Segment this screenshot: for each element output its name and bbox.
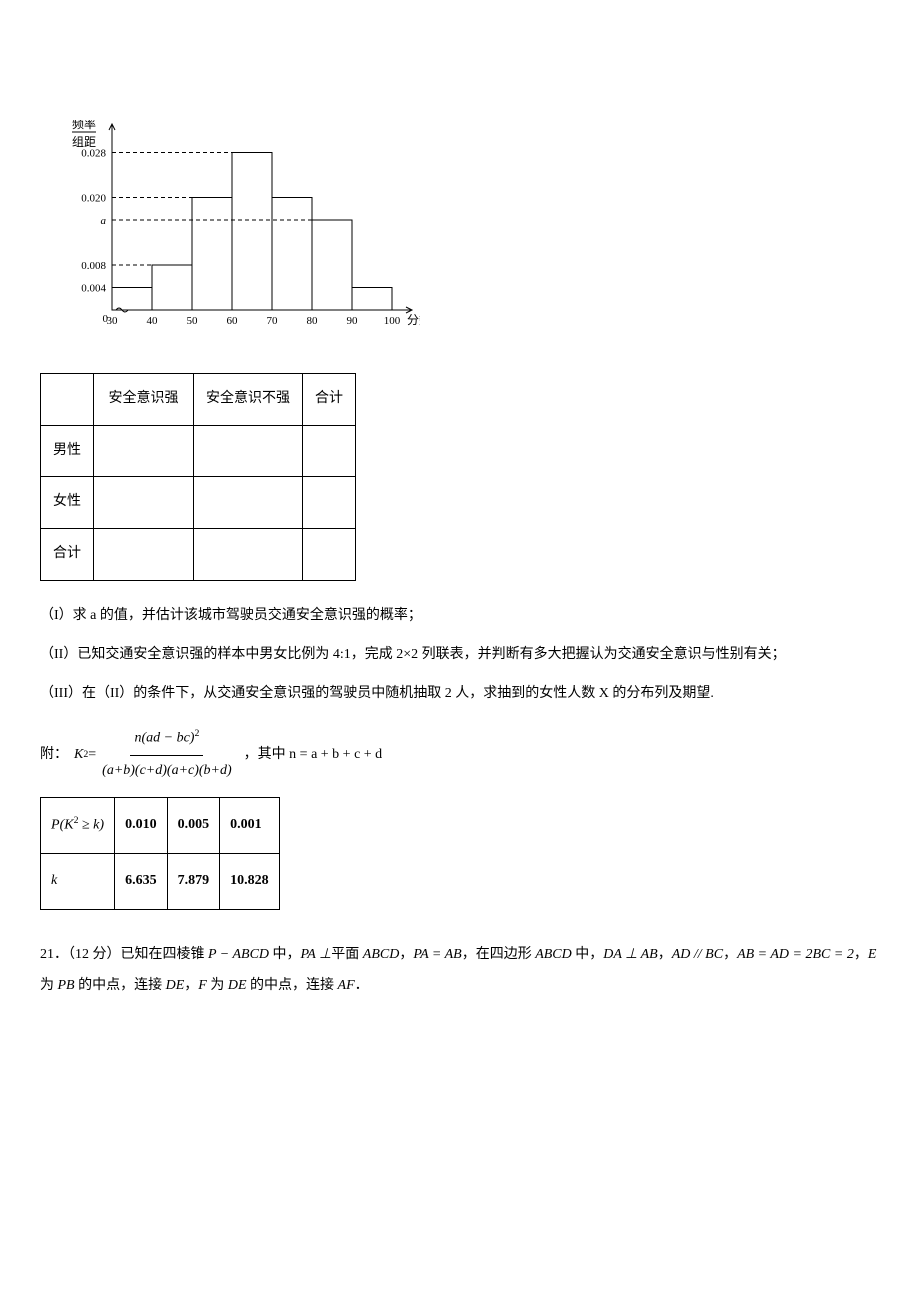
chi-square-formula: K2 = n(ad − bc)2 (a+b)(c+d)(a+c)(b+d) — [74, 723, 238, 786]
svg-text:分数: 分数 — [407, 312, 420, 327]
formula-line: 附： K2 = n(ad − bc)2 (a+b)(c+d)(a+c)(b+d)… — [40, 723, 880, 786]
blank-cell — [41, 373, 94, 425]
svg-text:40: 40 — [147, 315, 159, 327]
col-strong: 安全意识强 — [94, 373, 194, 425]
row-female: 女性 — [41, 477, 94, 529]
svg-text:30: 30 — [107, 315, 119, 327]
row-total: 合计 — [41, 529, 94, 581]
svg-text:0: 0 — [103, 313, 109, 325]
chi-p-val: 0.001 — [220, 797, 280, 853]
table-row: P(K2 ≥ k) 0.010 0.005 0.001 — [41, 797, 280, 853]
svg-text:90: 90 — [347, 315, 359, 327]
svg-text:0.028: 0.028 — [81, 148, 106, 160]
col-total: 合计 — [303, 373, 356, 425]
formula-where: ，其中 n = a + b + c + d — [244, 740, 383, 771]
svg-text:80: 80 — [307, 315, 319, 327]
contingency-table: 安全意识强 安全意识不强 合计 男性 女性 合计 — [40, 373, 356, 581]
formula-denominator: (a+b)(c+d)(a+c)(b+d) — [98, 756, 236, 787]
frequency-histogram: 频率组距0.0040.008a0.0200.028304050607080901… — [60, 120, 880, 353]
formula-eq: = — [88, 740, 96, 771]
svg-text:60: 60 — [227, 315, 239, 327]
question-part-2: （II）已知交通安全意识强的样本中男女比例为 4:1，完成 2×2 列联表，并判… — [40, 640, 880, 671]
svg-text:a: a — [101, 215, 107, 227]
histogram-svg: 频率组距0.0040.008a0.0200.028304050607080901… — [60, 120, 420, 340]
p21-prefix: 21．（12 分）已知在四棱锥 — [40, 947, 208, 962]
question-part-3: （III）在（II）的条件下，从交通安全意识强的驾驶员中随机抽取 2 人，求抽到… — [40, 679, 880, 710]
chi-p-val: 0.010 — [115, 797, 168, 853]
formula-prefix: 附： — [40, 740, 68, 771]
svg-text:频率: 频率 — [72, 120, 96, 131]
svg-text:0.004: 0.004 — [81, 283, 106, 295]
formula-numerator: n(ad − bc) — [134, 731, 194, 746]
svg-text:50: 50 — [187, 315, 199, 327]
chi-p-val: 0.005 — [167, 797, 220, 853]
table-row: k 6.635 7.879 10.828 — [41, 854, 280, 910]
formula-lhs: K — [74, 740, 83, 771]
col-weak: 安全意识不强 — [194, 373, 303, 425]
chi-k-val: 6.635 — [115, 854, 168, 910]
svg-text:0.008: 0.008 — [81, 260, 106, 272]
svg-text:100: 100 — [384, 315, 401, 327]
chi-k-val: 7.879 — [167, 854, 220, 910]
problem-21: 21．（12 分）已知在四棱锥 P − ABCD 中，PA ⊥平面 ABCD，P… — [40, 940, 880, 1002]
chi-square-table: P(K2 ≥ k) 0.010 0.005 0.001 k 6.635 7.87… — [40, 797, 280, 910]
svg-text:70: 70 — [267, 315, 279, 327]
table-row: 女性 — [41, 477, 356, 529]
table-row: 合计 — [41, 529, 356, 581]
chi-p-header: P(K2 ≥ k) — [41, 797, 115, 853]
table-header-row: 安全意识强 安全意识不强 合计 — [41, 373, 356, 425]
table-row: 男性 — [41, 425, 356, 477]
question-part-1: （I）求 a 的值，并估计该城市驾驶员交通安全意识强的概率； — [40, 601, 880, 632]
svg-text:0.020: 0.020 — [81, 193, 106, 205]
chi-k-val: 10.828 — [220, 854, 280, 910]
row-male: 男性 — [41, 425, 94, 477]
chi-k-header: k — [41, 854, 115, 910]
